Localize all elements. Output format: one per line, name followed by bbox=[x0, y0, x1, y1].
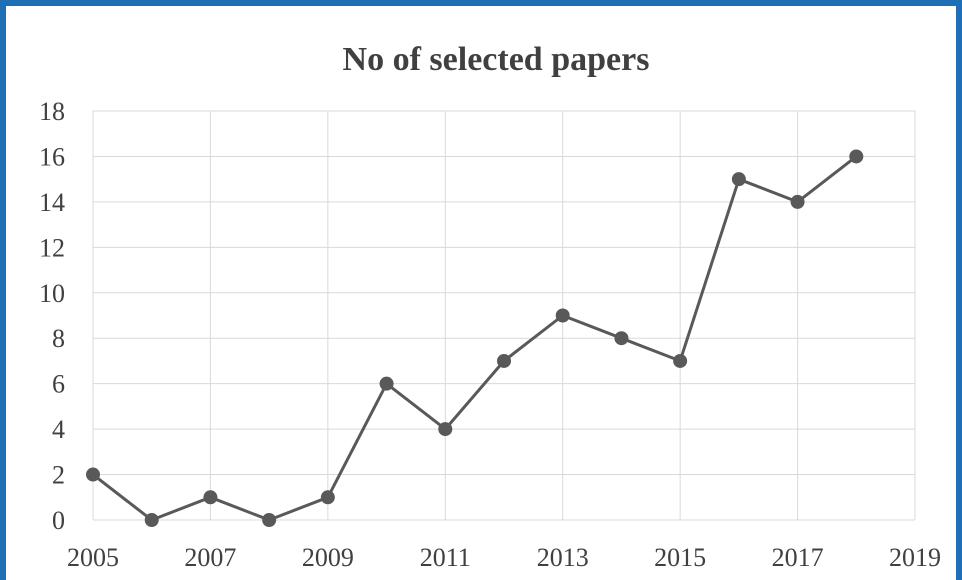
x-tick-label-2019: 2019 bbox=[889, 543, 941, 572]
data-point-2006 bbox=[144, 513, 159, 527]
y-tick-label-6: 6 bbox=[52, 370, 65, 399]
x-tick-label-2009: 2009 bbox=[302, 543, 354, 572]
data-point-2005 bbox=[86, 467, 100, 482]
x-tick-label-2013: 2013 bbox=[537, 543, 589, 572]
data-point-2007 bbox=[203, 490, 218, 505]
data-point-2015 bbox=[673, 353, 688, 368]
data-point-2014 bbox=[614, 331, 629, 346]
y-tick-label-14: 14 bbox=[39, 188, 65, 217]
y-tick-label-18: 18 bbox=[39, 97, 65, 126]
axis-tick-labels: 0 2 4 6 8 10 12 14 16 18 2005 2007 2009 2011 2013 2015 2… bbox=[39, 97, 941, 572]
data-point-2012 bbox=[497, 353, 511, 368]
data-point-2008 bbox=[262, 513, 277, 527]
x-tick-label-2007: 2007 bbox=[184, 543, 236, 572]
data-point-2017 bbox=[790, 194, 805, 209]
data-point-2013 bbox=[555, 308, 570, 323]
y-tick-label-2: 2 bbox=[52, 461, 65, 490]
series bbox=[86, 149, 864, 527]
data-point-2016 bbox=[731, 172, 746, 187]
line-chart: No of selected papers 0 2 4 6 8 10 12 14 16 18 200… bbox=[39, 41, 941, 572]
y-tick-label-16: 16 bbox=[39, 142, 65, 171]
x-tick-label-2015: 2015 bbox=[654, 543, 706, 572]
data-point-2011 bbox=[438, 422, 453, 437]
x-tick-label-2005: 2005 bbox=[67, 543, 119, 572]
y-tick-label-10: 10 bbox=[39, 279, 65, 308]
x-tick-label-2011: 2011 bbox=[420, 543, 471, 572]
y-tick-label-4: 4 bbox=[52, 415, 65, 444]
data-point-2010 bbox=[379, 376, 394, 391]
series-line-0 bbox=[92, 155, 858, 522]
chart-title: No of selected papers bbox=[343, 41, 650, 78]
grid bbox=[92, 110, 916, 521]
x-tick-label-2017: 2017 bbox=[772, 543, 824, 572]
y-tick-label-0: 0 bbox=[52, 506, 65, 535]
y-tick-label-8: 8 bbox=[52, 324, 65, 353]
data-point-2018 bbox=[849, 149, 864, 164]
data-point-2009 bbox=[320, 490, 335, 505]
y-tick-label-12: 12 bbox=[39, 233, 65, 262]
